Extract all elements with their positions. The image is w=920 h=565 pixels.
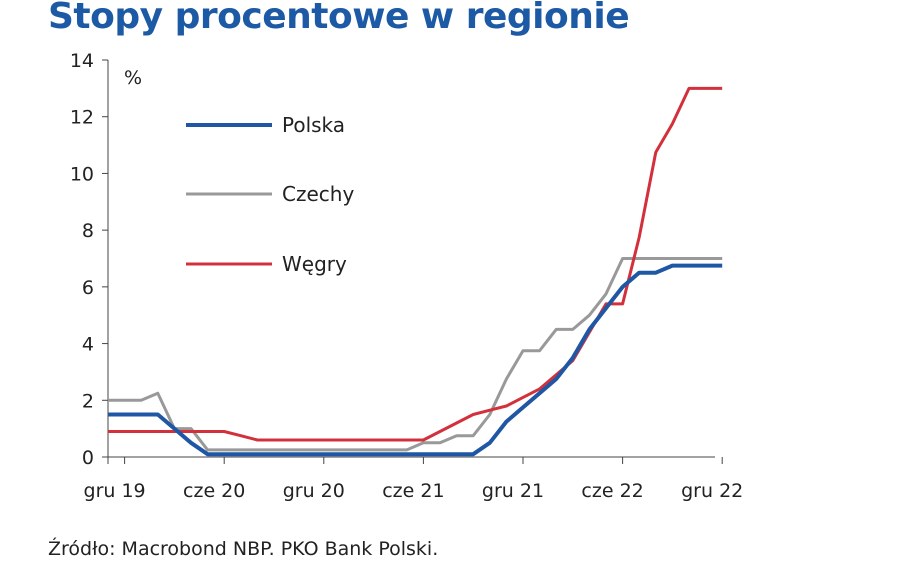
x-tick-label: cze 20 [183, 480, 245, 502]
y-tick-label: 14 [70, 50, 94, 72]
y-axis: 0 2 4 6 8 10 12 14 [70, 50, 109, 469]
chart-title: Stopy procentowe w regionie [48, 0, 630, 37]
y-tick-label: 0 [82, 447, 94, 469]
legend: Polska Czechy Węgry [186, 113, 354, 276]
y-tick-label: 4 [82, 334, 94, 356]
series-line-czechy [108, 257, 723, 452]
x-tick-label: gru 20 [283, 480, 345, 502]
legend-label: Polska [282, 113, 345, 137]
y-tick-label: 6 [82, 277, 94, 299]
series-line-węgry [108, 86, 723, 442]
series-line-polska [108, 263, 723, 457]
x-axis: gru 19 cze 20 gru 20 cze 21 gru 21 cze 22 gru … [84, 456, 743, 502]
legend-label: Węgry [282, 252, 347, 276]
x-tick-label: gru 22 [681, 480, 743, 502]
series-layer [108, 86, 723, 457]
x-tick-label: gru 21 [482, 480, 544, 502]
y-tick-label: 12 [70, 107, 94, 129]
x-tick-label: cze 22 [581, 480, 643, 502]
source-note: Źródło: Macrobond NBP. PKO Bank Polski. [48, 538, 439, 560]
y-unit-label: % [124, 67, 142, 89]
x-tick-label: cze 21 [382, 480, 444, 502]
x-tick-label: gru 19 [84, 480, 146, 502]
legend-label: Czechy [282, 182, 354, 206]
y-tick-label: 2 [82, 390, 94, 412]
y-tick-label: 10 [70, 163, 94, 185]
y-tick-label: 8 [82, 220, 94, 242]
